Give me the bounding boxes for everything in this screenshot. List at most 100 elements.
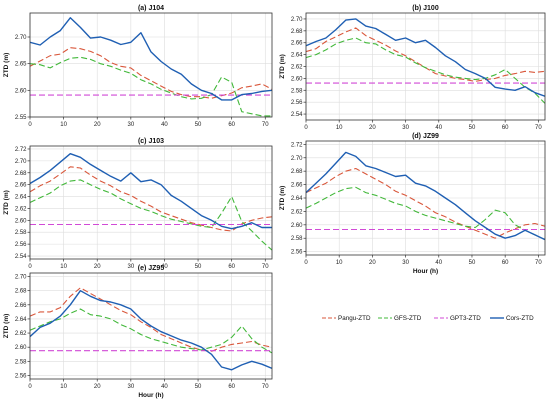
y-tick-label: 2.58 [15,359,27,365]
x-tick-label: 20 [94,122,101,128]
series-line-pangu-ztd [30,47,272,99]
chart-panel-4: 0 10 20 30 40 50 60 70 2.56 2.58 2.60 2.62 2.64 2.66 2… [3,265,273,399]
chart-panel-0: 0 10 20 30 40 50 60 70 2.55 2.60 2.65 2.70 (a) J104 Z… [3,5,273,128]
y-tick-label: 2.72 [15,147,27,153]
x-tick-label: 50 [469,260,476,266]
y-tick-label: 2.54 [15,254,27,260]
y-tick-label: 2.62 [291,209,303,215]
x-tick-label: 20 [94,384,101,390]
series-line-gfs-ztd [30,179,272,251]
x-axis-label: Hour (h) [413,268,438,275]
legend-item-gfs-ztd: GFS-ZTD [378,315,422,322]
x-tick-label: 70 [535,125,542,131]
x-tick-label: 30 [402,125,409,131]
y-tick-label: 2.72 [291,142,303,148]
chart-title: (d) JZ99 [412,133,439,140]
y-axis-label: ZTD (m) [3,314,10,339]
legend-item-pangu-ztd: Pangu-ZTD [322,315,371,322]
y-tick-label: 2.56 [15,242,27,248]
y-tick-label: 2.68 [15,289,27,295]
plot-frame [29,12,273,118]
chart-panel-1: 0 10 20 30 40 50 60 70 2.54 2.56 2.58 2.60 2.62 2.64 2… [279,5,546,131]
plot-area [30,13,272,117]
x-tick-label: 30 [127,122,134,128]
plot-frame [29,272,273,380]
x-tick-label: 50 [195,122,202,128]
y-tick-label: 2.62 [15,331,27,337]
x-tick-label: 60 [228,122,235,128]
series-group [30,152,272,251]
y-axis-label: ZTD (m) [279,186,286,211]
series-line-cors-ztd [30,290,272,371]
series-line-gfs-ztd [306,186,545,241]
x-tick-label: 60 [502,260,509,266]
x-tick-label: 30 [402,260,409,266]
y-tick-label: 2.60 [291,223,303,229]
x-tick-label: 0 [304,260,308,266]
x-tick-label: 50 [195,264,202,270]
series-line-cors-ztd [30,17,272,101]
x-tick-label: 20 [94,264,101,270]
legend: Pangu-ZTD GFS-ZTD GPT3-ZTD Cors-ZTD [322,315,534,322]
y-tick-label: 2.64 [291,53,303,59]
y-tick-label: 2.58 [291,88,303,94]
y-tick-label: 2.58 [15,230,27,236]
x-tick-label: 0 [28,122,32,128]
chart-panel-3: 0 10 20 30 40 50 60 70 2.56 2.58 2.60 2.62 2.64 2.66 2… [279,133,546,275]
y-tick-label: 2.66 [291,183,303,189]
legend-label: GPT3-ZTD [450,315,481,322]
series-line-gfs-ztd [30,56,272,117]
y-tick-label: 2.68 [15,171,27,177]
chart-panel-2: 0 10 20 30 40 50 60 70 2.54 2.56 2.58 2.60 2.62 2.64 2… [3,138,273,270]
y-tick-label: 2.65 [15,62,27,68]
y-tick-label: 2.56 [291,250,303,256]
x-tick-label: 30 [127,384,134,390]
y-tick-label: 2.55 [15,115,27,121]
y-axis-label: ZTD (m) [3,53,10,78]
x-tick-label: 60 [228,384,235,390]
y-tick-label: 2.64 [15,195,27,201]
y-tick-label: 2.60 [15,218,27,224]
y-axis-label: ZTD (m) [3,190,10,215]
x-tick-label: 60 [502,125,509,131]
series-line-pangu-ztd [30,166,272,232]
x-tick-label: 70 [262,264,269,270]
series-group [306,151,545,241]
x-tick-label: 40 [161,384,168,390]
series-group [306,18,545,104]
chart-title: (c) J103 [138,138,164,145]
x-tick-label: 20 [369,260,376,266]
y-tick-label: 2.70 [291,156,303,162]
x-tick-label: 20 [369,125,376,131]
y-tick-label: 2.70 [291,17,303,23]
y-tick-label: 2.58 [291,236,303,242]
x-tick-label: 0 [28,384,32,390]
series-line-cors-ztd [306,18,545,97]
x-tick-label: 40 [435,125,442,131]
plot-area [30,146,272,259]
legend-item-cors-ztd: Cors-ZTD [490,315,534,322]
chart-title: (b) J100 [412,5,439,12]
x-tick-label: 70 [262,122,269,128]
y-tick-label: 2.54 [291,112,303,118]
x-tick-label: 40 [161,264,168,270]
x-tick-label: 0 [304,125,308,131]
y-axis-label: ZTD (m) [279,54,286,79]
y-tick-label: 2.60 [15,345,27,351]
y-tick-label: 2.56 [291,100,303,106]
y-tick-label: 2.70 [15,35,27,41]
x-axis-label: Hour (h) [138,392,163,399]
y-tick-label: 2.60 [15,88,27,94]
y-tick-label: 2.66 [15,183,27,189]
y-tick-label: 2.62 [15,206,27,212]
series-line-cors-ztd [30,152,272,230]
x-tick-label: 50 [195,384,202,390]
y-tick-label: 2.60 [291,76,303,82]
legend-item-gpt3-ztd: GPT3-ZTD [434,315,481,322]
series-line-pangu-ztd [306,167,545,239]
y-tick-label: 2.62 [291,65,303,71]
series-line-gfs-ztd [30,308,272,354]
y-tick-label: 2.66 [15,303,27,309]
x-tick-label: 60 [228,264,235,270]
x-tick-label: 40 [161,122,168,128]
